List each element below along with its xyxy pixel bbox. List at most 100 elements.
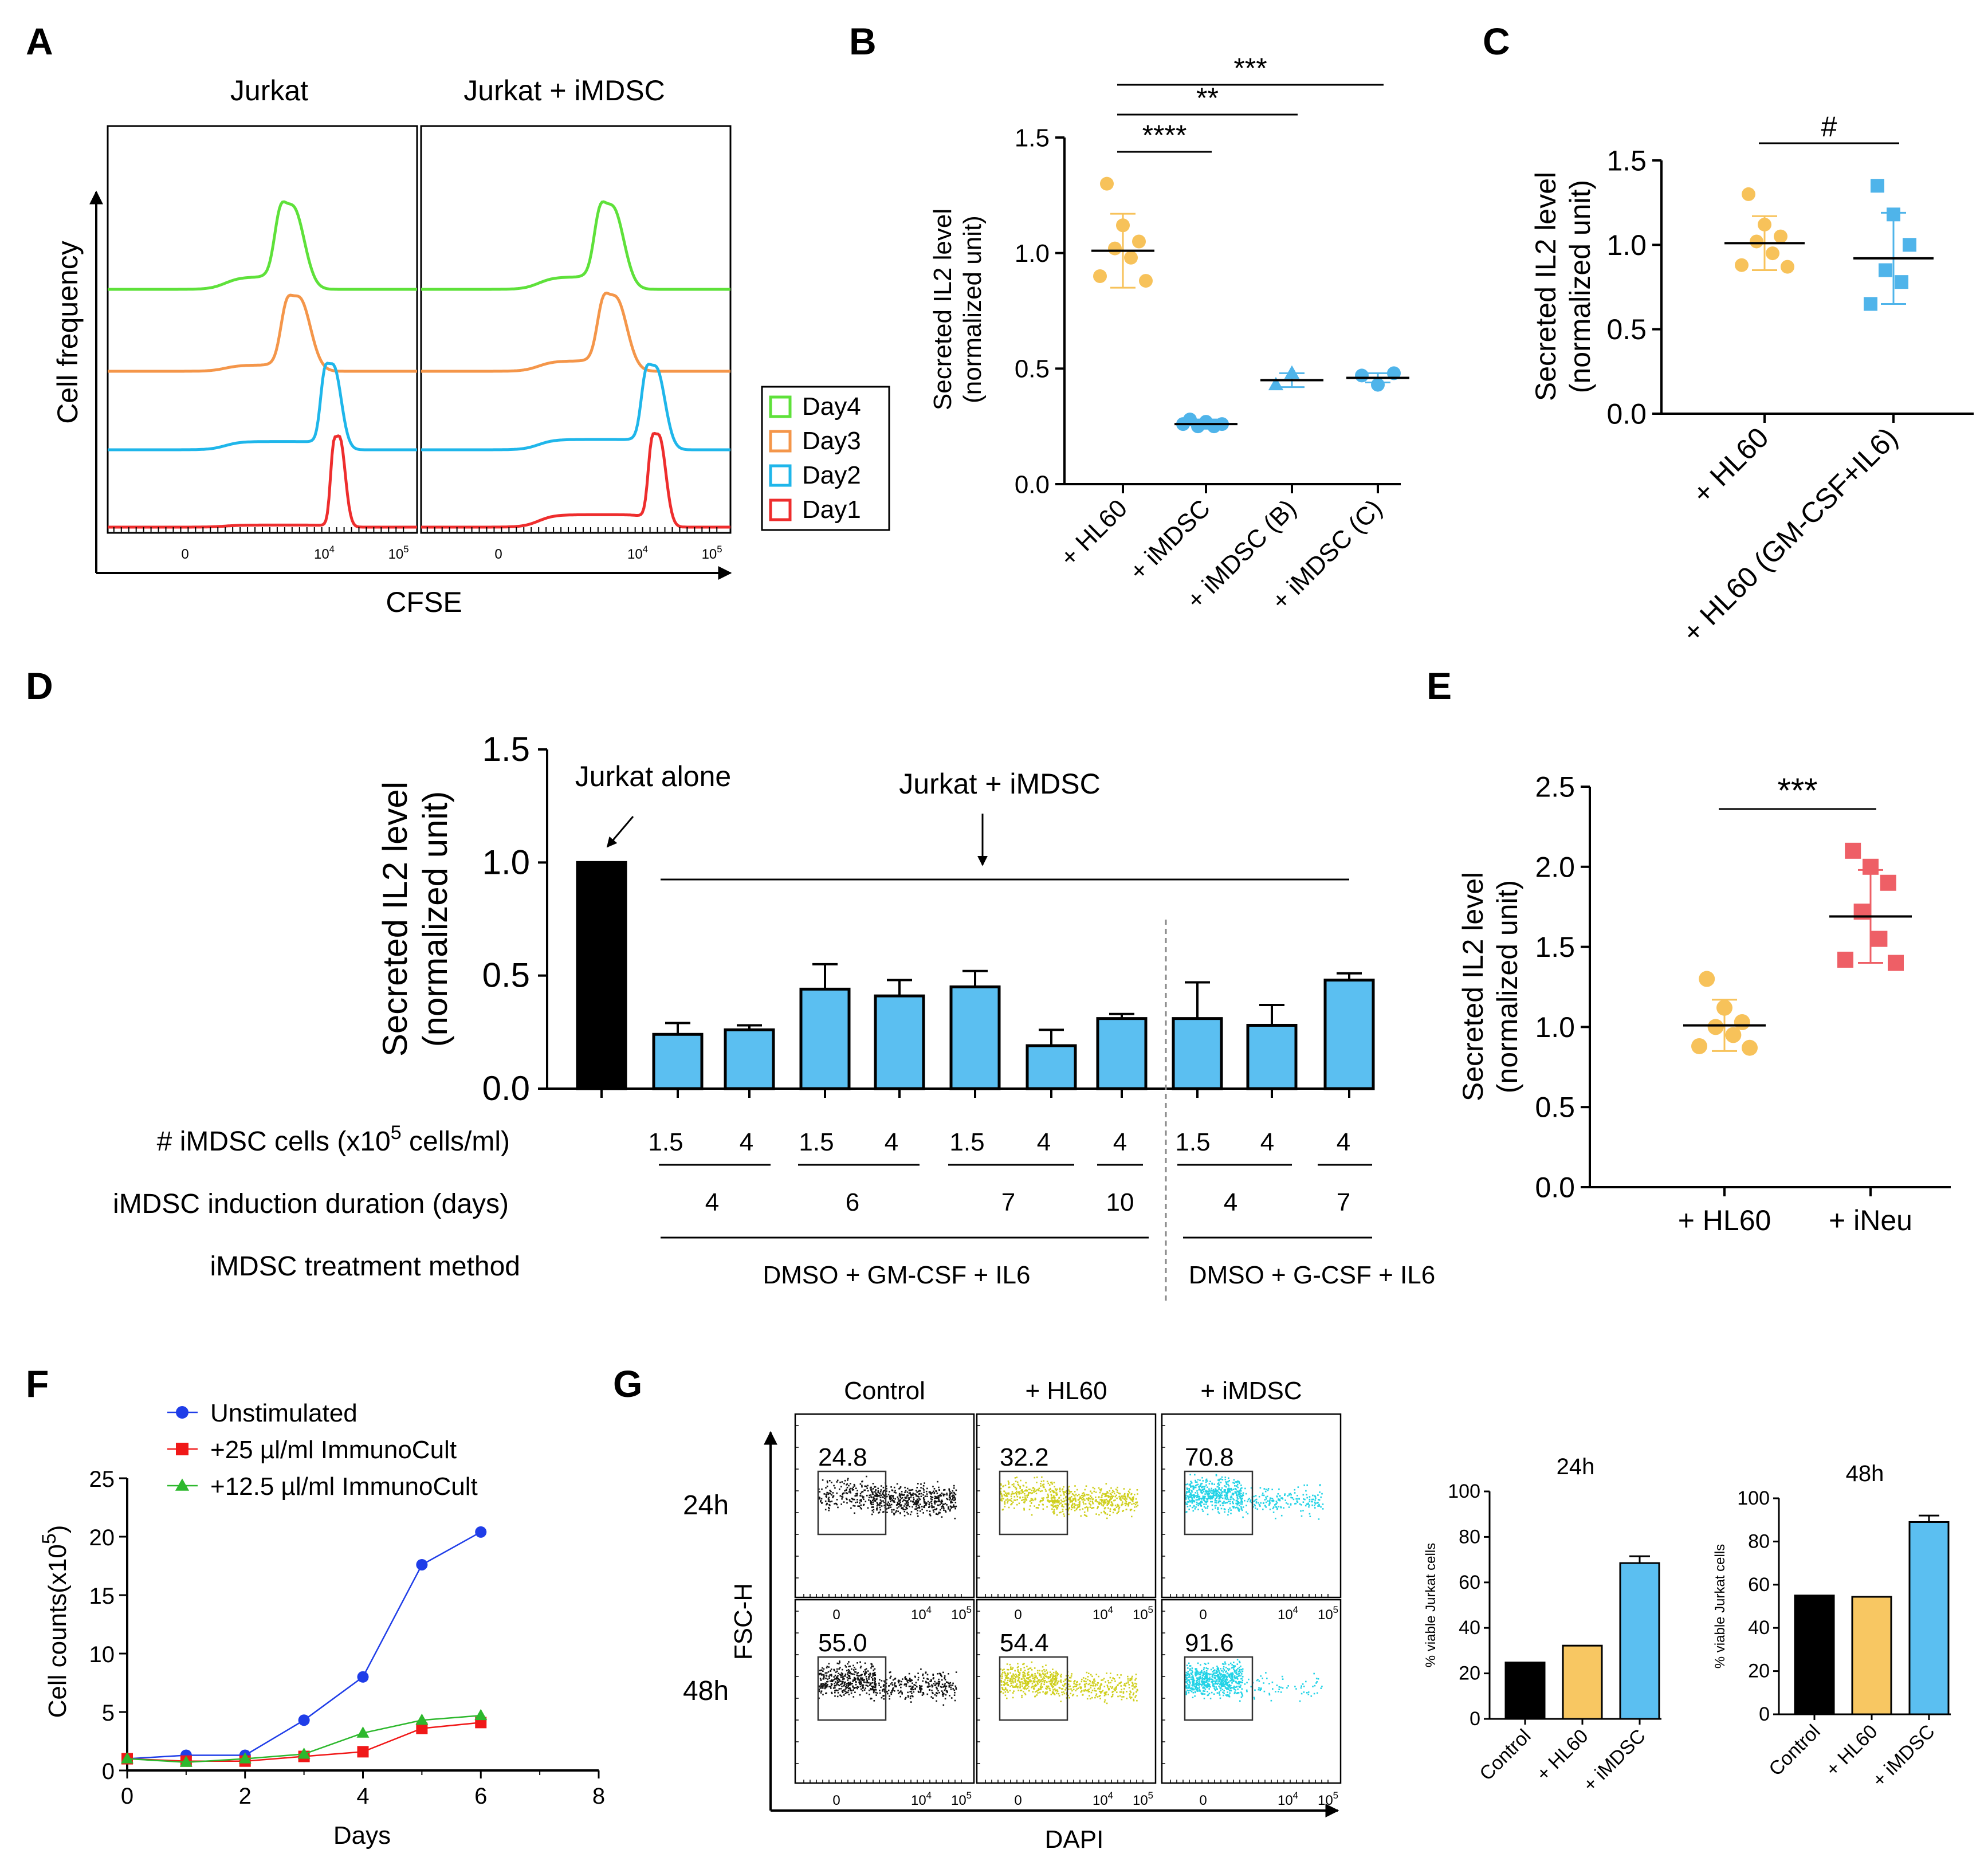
dotplot-event [1016,1490,1017,1493]
dotplot-event [1210,1678,1212,1680]
dotplot-event [952,1685,954,1686]
dotplot-event [1204,1495,1206,1498]
dotplot-event [1216,1672,1217,1674]
dotplot-event [1316,1681,1318,1683]
dotplot-event [1270,1497,1271,1499]
dotplot-event [1226,1502,1228,1503]
dotplot-event [1055,1676,1056,1678]
dotplot-event [1195,1680,1197,1682]
dotplot-event [917,1690,920,1693]
dotplot-event [950,1506,952,1508]
dotplot-event [828,1506,830,1509]
dotplot-event [866,1494,868,1497]
dotplot-event [1222,1684,1224,1686]
dotplot-event [1110,1672,1111,1674]
dotplot-event [1126,1698,1128,1699]
dotplot-event [926,1686,929,1688]
data-point [1895,275,1908,289]
dotplot-event [945,1688,946,1690]
duration-label: 6 [846,1188,859,1216]
dotplot-event [1122,1497,1123,1499]
dotplot-event [884,1682,886,1683]
gate-value: 55.0 [818,1629,867,1657]
dotplot-event [1079,1501,1081,1503]
dotplot-event [852,1486,854,1488]
dotplot-event [1223,1683,1225,1685]
dotplot-event [1104,1693,1106,1695]
dotplot-event [1188,1676,1191,1678]
dotplot-event [1203,1690,1204,1692]
dotplot-event [848,1677,850,1679]
dotplot-event [1054,1680,1056,1683]
y-tick-label: 0 [102,1759,115,1784]
dotplot-event [1007,1682,1008,1684]
dotplot-event [893,1514,895,1515]
dotplot-event [1040,1679,1042,1681]
dotplot-event [886,1508,887,1510]
dotplot-event [1193,1495,1195,1497]
dotplot-event [898,1685,901,1686]
dotplot-event [905,1499,907,1502]
dotplot-event [832,1687,835,1689]
dotplot-event [1209,1698,1212,1699]
dotplot-event [938,1680,941,1683]
dotplot-event [1229,1501,1231,1502]
dotplot-event [1278,1498,1279,1500]
dotplot-event [1107,1507,1109,1509]
dotplot-event [840,1674,842,1676]
dotplot-event [1095,1513,1097,1515]
dotplot-event [1232,1501,1233,1503]
bar [1619,1562,1660,1720]
dotplot-event [820,1687,822,1689]
dotplot-event [1024,1687,1026,1689]
dotplot-event [1001,1499,1003,1502]
dotplot-event [1052,1668,1054,1670]
bar [1562,1644,1603,1720]
dotplot-event [1060,1499,1062,1501]
dotplot-event [1187,1501,1189,1503]
dotplot-event [879,1679,881,1680]
dotplot-event [905,1506,907,1508]
dotplot-event [1196,1673,1198,1675]
dotplot-event [848,1661,850,1663]
dotplot-event [1097,1688,1099,1690]
y-tick-label: 1.5 [1015,124,1050,152]
dotplot-event [1265,1506,1267,1508]
dotplot-event [1195,1485,1197,1487]
dotplot-event [1120,1685,1122,1687]
dotplot-event [1071,1493,1074,1495]
dotplot-event [1011,1668,1013,1670]
dotplot-event [1060,1676,1062,1678]
dotplot-event [1232,1494,1234,1495]
dotplot-event [883,1497,886,1499]
dotplot-event [1105,1483,1107,1485]
dotplot-event [1216,1668,1219,1671]
dotplot-event [1189,1491,1191,1494]
dotplot-event [894,1513,895,1515]
dotplot-event [1199,1690,1201,1692]
dotplot-event [1210,1489,1212,1491]
dotplot-event [831,1675,832,1677]
dotplot-event [820,1692,822,1694]
dotplot-event [926,1678,928,1680]
dotplot-event [1294,1492,1296,1494]
dotplot-event [883,1688,885,1690]
dotplot-event [915,1506,917,1507]
dotplot-event [1134,1679,1136,1681]
dotplot-event [1193,1685,1196,1687]
dotplot-event [1198,1486,1200,1488]
dotplot-event [1196,1689,1198,1691]
dotplot-event [1004,1687,1007,1689]
dotplot-event [936,1692,937,1694]
dotplot-event [913,1691,915,1693]
dotplot-event [1064,1491,1066,1493]
dotplot-event [1199,1677,1201,1679]
data-point [1139,274,1153,288]
dotplot-event [827,1678,828,1680]
dotplot-event [1216,1668,1219,1670]
dotplot-event [842,1673,843,1675]
dotplot-event [1105,1501,1107,1503]
dotplot-event [1033,1688,1035,1690]
dotplot-event [1276,1496,1278,1498]
dotplot-event [1093,1682,1095,1684]
